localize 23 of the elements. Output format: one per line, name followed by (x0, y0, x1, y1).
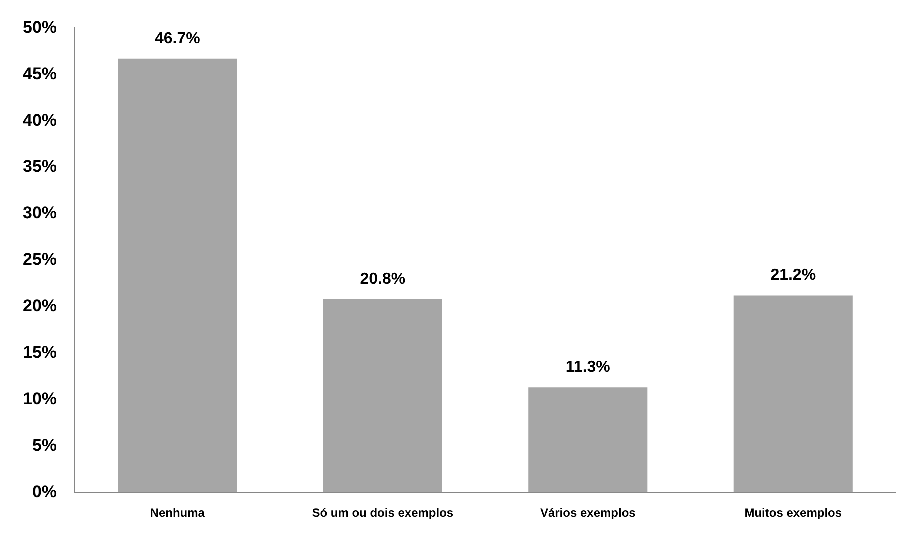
y-tick-label: 25% (22, 250, 58, 270)
x-tick-label: Nenhuma (150, 506, 206, 520)
y-tick-label: 30% (22, 204, 58, 223)
y-tick-label: 20% (22, 296, 58, 316)
data-label: 21.2% (770, 267, 816, 284)
x-tick-label: Vários exemplos (540, 506, 636, 520)
y-tick-label: 10% (22, 389, 58, 408)
y-tick-label: 5% (32, 436, 58, 455)
y-tick-label: 0% (32, 482, 58, 502)
data-label: 20.8% (360, 270, 406, 288)
y-tick-label: 45% (22, 64, 58, 84)
bar (118, 58, 238, 493)
x-tick-label: Só um ou dois exemplos (312, 506, 454, 520)
y-tick-label: 35% (22, 157, 58, 176)
bar (734, 296, 853, 493)
y-tick-label: 40% (22, 110, 58, 130)
data-label: 46.7% (154, 30, 200, 48)
data-label: 11.3% (566, 359, 610, 376)
bar (528, 388, 648, 493)
bar (323, 299, 442, 493)
x-tick-label: Muitos exemplos (744, 506, 842, 520)
y-tick-label: 50% (22, 18, 58, 37)
y-tick-label: 15% (22, 342, 58, 362)
